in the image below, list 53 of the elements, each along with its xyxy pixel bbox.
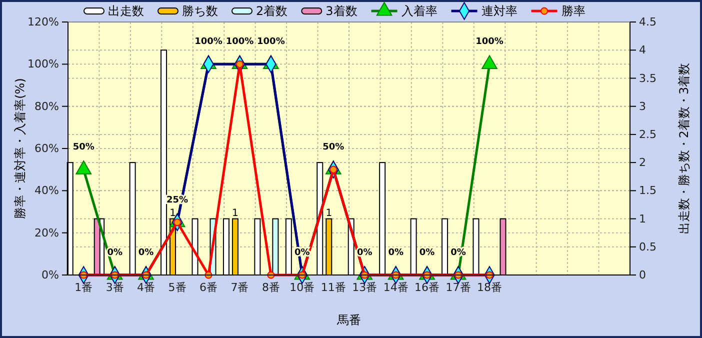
x-tick-label: 1番 — [74, 280, 93, 294]
y-axis-title: 勝率・連対率・入着率(%) — [13, 78, 27, 219]
x-tick-label: 8番 — [262, 280, 280, 294]
legend-label: 連対率 — [481, 4, 518, 18]
legend-label: 出走数 — [108, 4, 144, 18]
y-tick-label: 80% — [34, 100, 59, 113]
data-label: 100% — [194, 37, 222, 48]
data-label: 0% — [388, 248, 404, 258]
y-tick-label: 0% — [42, 268, 59, 282]
y2-tick-label: 1.5 — [639, 184, 656, 198]
x-tick-label: 14番 — [383, 280, 408, 294]
y2-tick-label: 0 — [639, 268, 646, 282]
y-tick-label: 40% — [34, 184, 59, 198]
x-tick-label: 10番 — [290, 280, 315, 294]
y-tick-label: 60% — [34, 142, 59, 156]
y2-tick-label: 1 — [639, 212, 646, 226]
legend-label: 2着数 — [256, 4, 288, 18]
data-label: 100% — [257, 37, 285, 48]
legend-label: 勝ち数 — [182, 4, 218, 18]
x-tick-label: 16番 — [414, 280, 440, 294]
legend-label: 3着数 — [326, 4, 358, 18]
y-tick-label: 20% — [34, 226, 59, 240]
y2-tick-label: 3.5 — [639, 72, 656, 85]
data-label: 50% — [322, 142, 344, 153]
data-label: 0% — [138, 248, 154, 258]
x-tick-label: 5番 — [168, 280, 186, 294]
y2-tick-label: 2 — [639, 156, 646, 170]
x-tick-label: 18番 — [477, 280, 502, 294]
x-tick-label: 17番 — [446, 280, 471, 294]
data-label: 100% — [476, 37, 504, 48]
x-tick-label: 7番 — [230, 280, 249, 294]
legend-label: 入着率 — [401, 4, 438, 18]
y2-tick-label: 4 — [639, 44, 646, 57]
data-label: 1 — [170, 208, 176, 219]
y2-axis-title: 出走数・勝ち数・2着数・3着数 — [677, 62, 691, 234]
y2-tick-label: 4.5 — [639, 16, 656, 29]
x-axis-title: 馬番 — [336, 313, 361, 327]
x-tick-label: 13番 — [352, 280, 378, 294]
x-tick-label: 4番 — [137, 280, 156, 294]
y-tick-label: 120% — [28, 16, 59, 29]
data-label: 1 — [232, 208, 238, 219]
data-label: 0% — [419, 248, 435, 258]
data-label: 1 — [326, 208, 332, 219]
y2-tick-label: 3 — [639, 100, 646, 113]
data-label: 100% — [226, 37, 254, 48]
y-tick-label: 100% — [28, 58, 59, 71]
data-label: 50% — [72, 142, 94, 153]
legend-label: 勝率 — [561, 4, 586, 18]
y2-tick-label: 2.5 — [639, 128, 656, 141]
x-tick-label: 11番 — [320, 280, 346, 294]
x-tick-label: 6番 — [200, 280, 218, 294]
x-tick-label: 3番 — [106, 280, 124, 294]
y2-tick-label: 0.5 — [639, 240, 656, 254]
